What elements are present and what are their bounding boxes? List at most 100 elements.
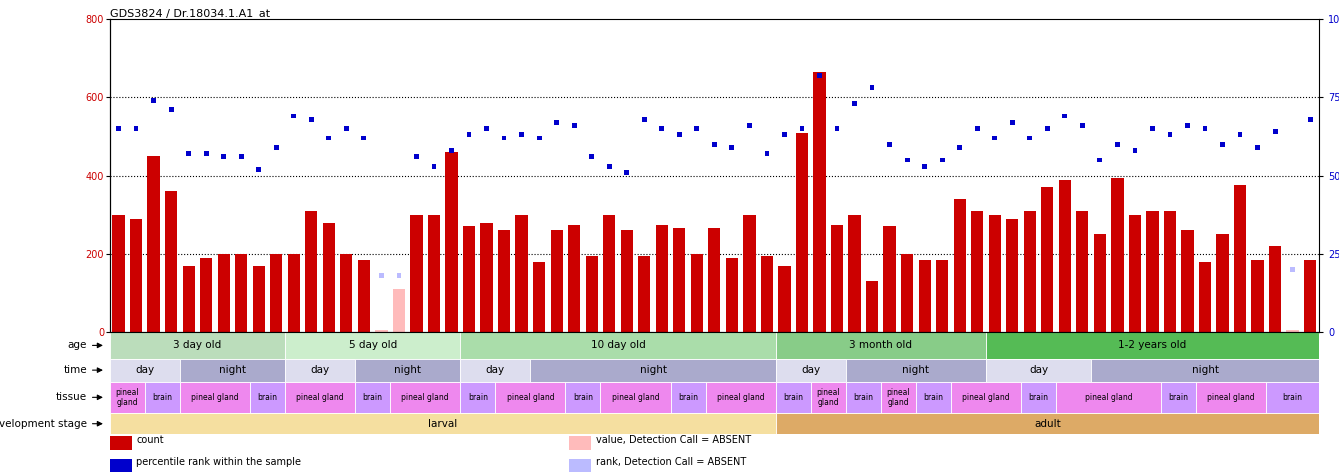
Point: [475, 125, 497, 132]
Text: 10 day old: 10 day old: [590, 340, 645, 350]
Bar: [775, 413, 1319, 435]
Text: pineal gland: pineal gland: [402, 393, 449, 402]
Bar: [285, 332, 461, 359]
Bar: [495, 382, 565, 413]
Text: age: age: [68, 340, 87, 350]
Bar: [1059, 180, 1071, 332]
Bar: [1111, 178, 1123, 332]
Bar: [533, 262, 545, 332]
Text: tissue: tissue: [56, 392, 87, 402]
Point: [213, 153, 234, 161]
Bar: [810, 382, 846, 413]
Point: [1107, 140, 1129, 148]
Text: brain: brain: [1283, 393, 1303, 402]
Bar: [288, 254, 300, 332]
Bar: [671, 382, 706, 413]
Point: [319, 134, 340, 142]
Bar: [1269, 246, 1281, 332]
Text: value, Detection Call = ABSENT: value, Detection Call = ABSENT: [596, 435, 751, 445]
Text: 3 day old: 3 day old: [173, 340, 221, 350]
Point: [633, 115, 655, 123]
Bar: [986, 359, 1091, 382]
Point: [826, 125, 848, 132]
Bar: [1164, 211, 1176, 332]
Bar: [1235, 185, 1247, 332]
Text: day: day: [801, 365, 821, 375]
FancyBboxPatch shape: [110, 437, 131, 450]
Point: [1281, 266, 1303, 273]
Bar: [463, 227, 475, 332]
Bar: [1287, 330, 1299, 332]
Bar: [217, 254, 230, 332]
Text: brain: brain: [363, 393, 383, 402]
Text: night: night: [1192, 365, 1218, 375]
FancyBboxPatch shape: [569, 458, 590, 473]
Point: [161, 106, 182, 114]
Bar: [916, 382, 951, 413]
Text: rank, Detection Call = ABSENT: rank, Detection Call = ABSENT: [596, 457, 746, 467]
Bar: [1094, 234, 1106, 332]
Bar: [706, 382, 775, 413]
Text: day: day: [486, 365, 505, 375]
Bar: [340, 254, 352, 332]
Bar: [481, 223, 493, 332]
Point: [1299, 115, 1320, 123]
Bar: [691, 254, 703, 332]
Bar: [849, 215, 861, 332]
Text: night: night: [902, 365, 929, 375]
Bar: [846, 359, 986, 382]
Text: brain: brain: [853, 393, 873, 402]
Point: [265, 144, 287, 151]
Point: [1264, 128, 1285, 136]
Text: pineal
gland: pineal gland: [115, 388, 139, 407]
Bar: [110, 332, 285, 359]
Text: time: time: [63, 365, 87, 375]
Bar: [585, 256, 597, 332]
Bar: [1146, 211, 1158, 332]
Bar: [355, 382, 390, 413]
Text: pineal gland: pineal gland: [612, 393, 659, 402]
Bar: [530, 359, 775, 382]
Point: [143, 97, 165, 104]
Point: [195, 150, 217, 157]
Bar: [110, 382, 145, 413]
Bar: [110, 413, 775, 435]
Point: [967, 125, 988, 132]
Text: brain: brain: [1028, 393, 1048, 402]
Bar: [1304, 260, 1316, 332]
Point: [336, 125, 358, 132]
Point: [1125, 147, 1146, 155]
Point: [248, 165, 269, 173]
Point: [932, 156, 953, 164]
Point: [722, 144, 743, 151]
Point: [861, 84, 882, 91]
FancyBboxPatch shape: [569, 437, 590, 450]
Text: day: day: [311, 365, 329, 375]
Text: brain: brain: [924, 393, 944, 402]
Bar: [1216, 234, 1229, 332]
Point: [1229, 131, 1251, 139]
Bar: [600, 382, 671, 413]
Bar: [656, 225, 668, 332]
Text: 1-2 years old: 1-2 years old: [1118, 340, 1186, 350]
Bar: [568, 225, 580, 332]
Point: [371, 272, 392, 280]
Bar: [1006, 219, 1019, 332]
Bar: [323, 223, 335, 332]
Text: percentile rank within the sample: percentile rank within the sample: [137, 457, 301, 467]
Bar: [795, 133, 809, 332]
Point: [1002, 118, 1023, 126]
Point: [878, 140, 900, 148]
Bar: [1267, 382, 1319, 413]
Text: brain: brain: [153, 393, 173, 402]
Point: [1142, 125, 1164, 132]
Point: [791, 125, 813, 132]
Point: [1019, 134, 1040, 142]
Bar: [1196, 382, 1267, 413]
Text: pineal gland: pineal gland: [1208, 393, 1255, 402]
Bar: [358, 260, 370, 332]
Bar: [1198, 262, 1212, 332]
Bar: [881, 382, 916, 413]
Bar: [179, 382, 250, 413]
Bar: [165, 191, 177, 332]
